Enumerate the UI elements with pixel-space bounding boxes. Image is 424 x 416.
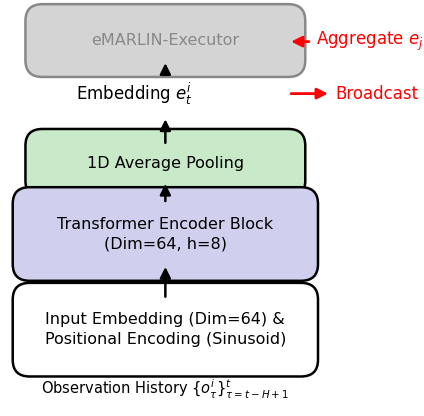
Text: 1D Average Pooling: 1D Average Pooling [87,156,244,171]
FancyBboxPatch shape [13,187,318,281]
FancyBboxPatch shape [25,4,305,77]
Text: eMARLIN-Executor: eMARLIN-Executor [91,33,240,48]
Text: Aggregate $e_j$: Aggregate $e_j$ [316,30,424,53]
Text: Transformer Encoder Block
(Dim=64, h=8): Transformer Encoder Block (Dim=64, h=8) [57,217,273,251]
Text: Input Embedding (Dim=64) &
Positional Encoding (Sinusoid): Input Embedding (Dim=64) & Positional En… [45,312,286,347]
FancyBboxPatch shape [13,283,318,376]
Text: Observation History $\{o_\tau^i\}_{\tau=t-H+1}^{t}$: Observation History $\{o_\tau^i\}_{\tau=… [42,377,289,401]
Text: Embedding $e_t^i$: Embedding $e_t^i$ [76,81,193,106]
Text: Broadcast: Broadcast [335,84,418,103]
FancyBboxPatch shape [25,129,305,198]
